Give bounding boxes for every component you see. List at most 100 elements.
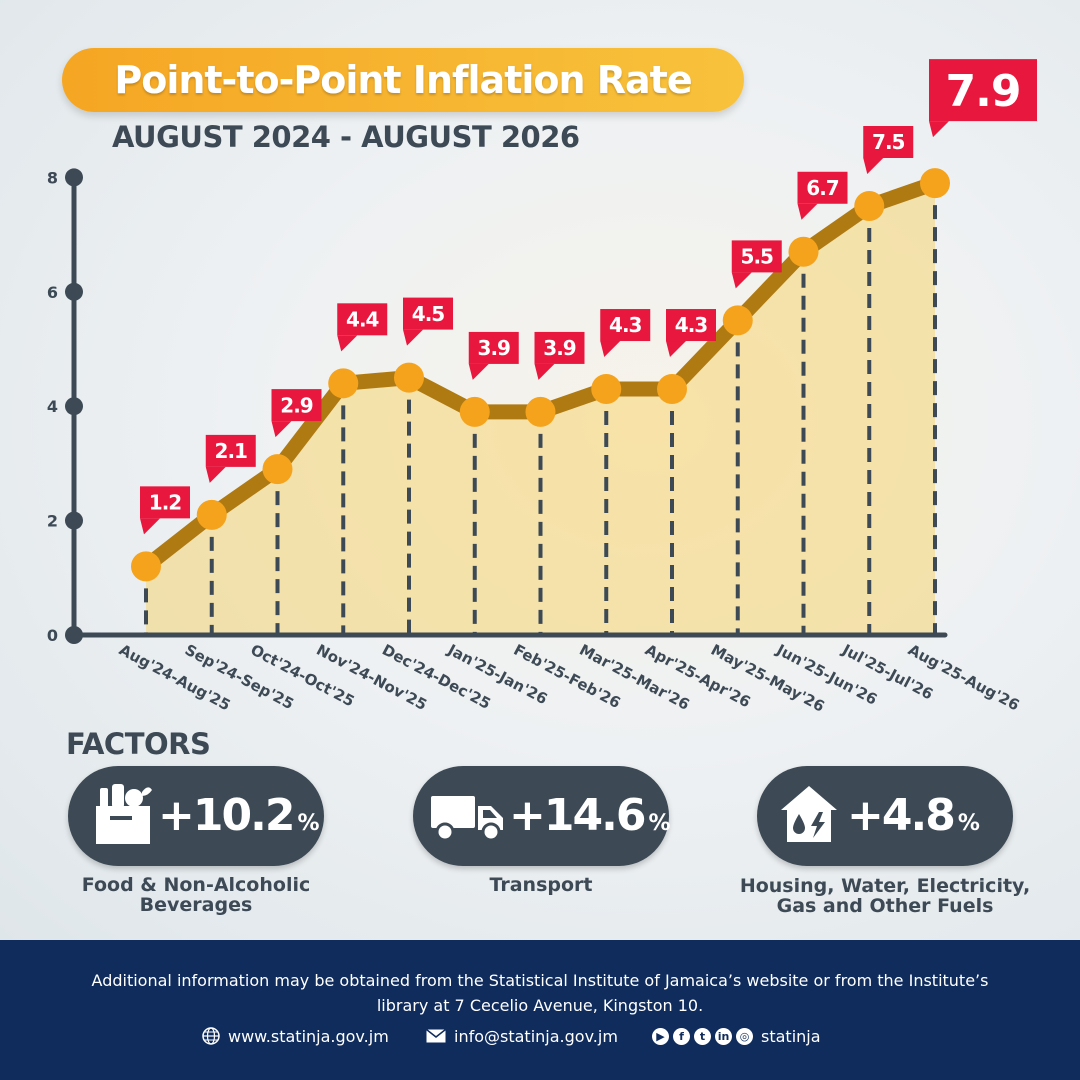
factor-housing-label: Housing, Water, Electricity, Gas and Othe…	[739, 875, 1031, 917]
data-point	[591, 374, 622, 405]
factor-food-value: +10.2%	[158, 790, 320, 841]
y-tick-dot	[65, 168, 83, 187]
data-point	[459, 396, 490, 427]
y-tick-dot	[65, 282, 83, 301]
data-point	[788, 236, 819, 267]
data-point	[196, 499, 227, 530]
data-label: 2.9	[271, 389, 322, 438]
data-label: 4.5	[403, 297, 453, 346]
data-point	[131, 551, 161, 582]
x-tick-label: Mar'25-Mar'26	[576, 641, 692, 714]
house-utilities-icon	[781, 786, 837, 842]
x-tick-label: Sep'24-Sep'25	[182, 641, 297, 714]
data-label-pointer	[468, 363, 489, 380]
factor-transport-value: +14.6%	[509, 790, 671, 841]
data-label-pointer	[271, 421, 292, 438]
data-point	[328, 368, 359, 399]
twitter-icon[interactable]: t	[694, 1027, 711, 1045]
data-label-text: 7.5	[872, 130, 905, 154]
data-label-box	[797, 171, 848, 204]
data-point	[722, 305, 753, 336]
data-label-text: 4.3	[609, 313, 642, 337]
data-label-box	[534, 331, 585, 364]
title-banner: Point-to-Point Inflation Rate	[62, 48, 744, 112]
data-label: 4.4	[337, 303, 388, 352]
data-label-box	[205, 434, 256, 467]
data-label-pointer	[534, 363, 555, 380]
instagram-icon[interactable]: ◎	[736, 1027, 753, 1045]
data-point	[657, 374, 687, 405]
email-contact[interactable]: info@statinja.gov.jm	[426, 1024, 618, 1048]
y-tick-dot	[65, 511, 83, 530]
data-label-pointer	[863, 158, 884, 174]
data-label-box	[337, 303, 388, 336]
data-label-pointer	[140, 518, 160, 535]
data-label: 4.3	[666, 309, 716, 358]
social-handle[interactable]: statinja	[761, 1026, 821, 1046]
footer-note: Additional information may be obtained f…	[91, 971, 989, 1015]
data-label-box	[666, 309, 716, 342]
data-label-pointer	[205, 466, 226, 483]
data-label: 3.9	[468, 331, 519, 380]
data-label-box	[140, 486, 190, 519]
factors-heading: FACTORS	[66, 727, 211, 761]
data-label: 6.7	[797, 171, 848, 220]
youtube-icon[interactable]: ▶	[652, 1027, 669, 1045]
email-link[interactable]: info@statinja.gov.jm	[454, 1026, 618, 1046]
factor-transport-label: Transport	[489, 874, 593, 896]
data-label-box	[403, 297, 453, 330]
factor-transport-pill: +14.6%	[413, 766, 671, 866]
linkedin-icon[interactable]: in	[715, 1027, 732, 1045]
chart-title: Point-to-Point Inflation Rate	[114, 58, 692, 102]
y-tick-label: 2	[47, 512, 58, 531]
factor-housing-value: +4.8%	[847, 790, 980, 841]
data-point	[394, 362, 424, 393]
data-label: 5.5	[731, 240, 782, 289]
data-point	[854, 191, 885, 221]
data-label: 7.5	[863, 126, 914, 174]
data-label-box	[271, 389, 322, 422]
x-tick-label: Aug'24-Aug'25	[116, 641, 233, 715]
data-point	[262, 454, 293, 485]
data-label-text: 6.7	[806, 176, 839, 200]
data-label: 2.1	[205, 434, 256, 483]
facebook-icon[interactable]: f	[673, 1027, 690, 1045]
factor-housing-pill: +4.8%	[757, 766, 1013, 866]
data-label-pointer	[600, 341, 621, 358]
data-label-text: 3.9	[543, 336, 576, 360]
data-label-pointer	[797, 203, 818, 220]
factor-food-pill: +10.2%	[68, 766, 324, 866]
data-label-pointer	[666, 341, 686, 358]
data-label-pointer	[929, 121, 949, 138]
data-label: 1.2	[140, 486, 190, 535]
data-label-text: 3.9	[478, 336, 511, 360]
website-link[interactable]: www.statinja.gov.jm	[228, 1026, 389, 1046]
y-tick-label: 6	[47, 283, 58, 302]
envelope-icon	[426, 1029, 446, 1043]
data-label-box	[731, 240, 782, 273]
data-label: 7.9	[929, 59, 1037, 138]
data-label-text: 4.5	[412, 302, 445, 326]
y-tick-dot	[65, 626, 83, 644]
data-label-box	[600, 309, 651, 342]
x-tick-label: May'25-May'26	[708, 641, 828, 716]
grocery-bag-icon	[96, 784, 152, 844]
data-label-box	[863, 126, 914, 158]
data-label: 4.3	[600, 309, 651, 358]
y-tick-label: 8	[47, 168, 58, 187]
x-tick-label: Nov'24-Nov'25	[313, 641, 430, 714]
data-label-text: 1.2	[149, 491, 182, 515]
data-point	[920, 168, 950, 199]
data-label-text: 5.5	[741, 245, 774, 269]
x-tick-label: Dec'24-Dec'25	[379, 641, 494, 713]
x-tick-label: Aug'25-Aug'26	[905, 641, 1022, 715]
truck-icon	[431, 796, 503, 842]
data-label-text: 7.9	[946, 66, 1021, 117]
inflation-line-chart: 0 2 4 6 8 1.2 2.1 2.9 4.4 4.5 3.9 3.9 4.3 4.3 5.5 6.7 7.…	[47, 59, 1037, 716]
y-tick-dot	[65, 397, 83, 416]
website-contact[interactable]: www.statinja.gov.jm	[202, 1024, 389, 1048]
y-tick-label: 0	[47, 626, 58, 645]
data-label-pointer	[403, 329, 423, 346]
social-links: ▶ f t in ◎ statinja	[652, 1024, 821, 1048]
y-tick-label: 4	[47, 397, 58, 416]
